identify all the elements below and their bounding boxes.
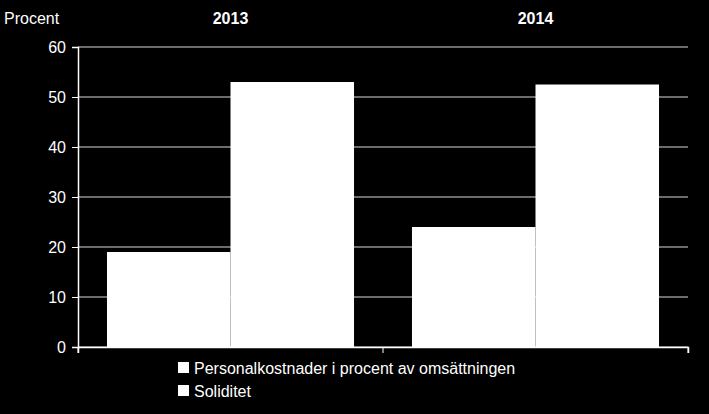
bar <box>231 82 355 347</box>
y-axis-title: Procent <box>4 10 60 27</box>
category-label: 2014 <box>518 10 554 27</box>
y-tick-label: 40 <box>48 139 66 156</box>
legend-label: Soliditet <box>194 383 251 400</box>
y-tick: 40 <box>48 139 78 156</box>
bar <box>107 252 231 347</box>
x-axis <box>78 347 689 353</box>
legend-label: Personalkostnader i procent av omsättnin… <box>194 360 515 377</box>
bars <box>107 82 659 347</box>
y-tick-mark <box>72 297 78 298</box>
y-tick-mark <box>72 247 78 248</box>
y-tick-label: 50 <box>48 89 66 106</box>
x-tick-mark <box>383 347 384 353</box>
y-tick-label: 60 <box>48 39 66 56</box>
y-tick: 10 <box>48 289 78 306</box>
chart: 0 10 20 30 40 50 60 2013 2014 Procent Personalkost… <box>0 0 709 414</box>
grid-line <box>78 47 688 48</box>
y-tick-label: 20 <box>48 239 66 256</box>
y-tick-mark <box>72 197 78 198</box>
y-tick: 0 <box>57 339 78 356</box>
legend-swatch <box>178 362 189 373</box>
x-tick-mark <box>78 347 79 353</box>
y-tick: 20 <box>48 239 78 256</box>
y-tick-label: 0 <box>57 339 66 356</box>
category-label: 2013 <box>213 10 249 27</box>
x-tick-mark <box>688 347 689 353</box>
y-tick-label: 10 <box>48 289 66 306</box>
legend: Personalkostnader i procent av omsättnin… <box>178 360 515 400</box>
x-axis-line <box>79 348 689 354</box>
bar <box>536 85 660 348</box>
y-tick-mark <box>72 147 78 148</box>
y-tick-mark <box>72 347 78 348</box>
legend-swatch <box>178 385 189 396</box>
y-axis: 0 10 20 30 40 50 60 <box>48 39 78 356</box>
y-axis-line <box>72 48 79 348</box>
y-tick: 30 <box>48 189 78 206</box>
bar <box>412 227 536 347</box>
y-tick: 50 <box>48 89 78 106</box>
grid <box>78 47 688 347</box>
y-tick-label: 30 <box>48 189 66 206</box>
y-tick-mark <box>72 47 78 48</box>
background <box>0 0 709 414</box>
y-tick: 60 <box>48 39 78 56</box>
y-tick-mark <box>72 97 78 98</box>
